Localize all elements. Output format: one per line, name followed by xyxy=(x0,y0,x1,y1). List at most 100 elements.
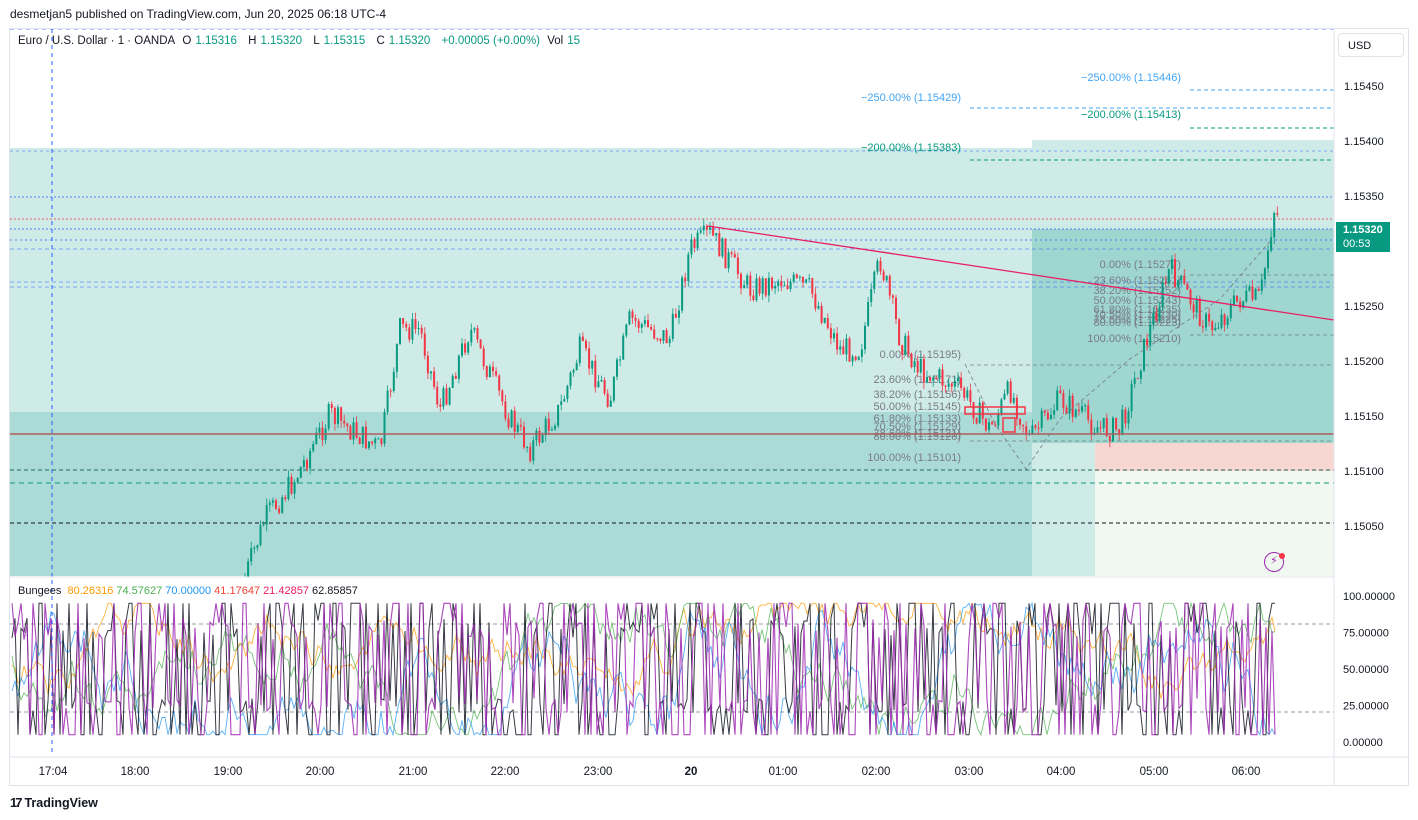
candle-body xyxy=(510,410,513,428)
order-block-box[interactable] xyxy=(964,406,1026,415)
candle-body xyxy=(256,545,259,548)
candle-body xyxy=(854,356,857,360)
candle-body xyxy=(767,277,770,296)
candle-body xyxy=(932,377,935,381)
candle-body xyxy=(780,281,783,286)
candle-body xyxy=(839,346,842,350)
last-price-tag: 1.15320 00:53 xyxy=(1336,222,1390,252)
candle-body xyxy=(414,319,417,329)
candle-body xyxy=(740,274,742,289)
candle-body xyxy=(926,377,928,383)
tradingview-logo[interactable]: 17 TradingView xyxy=(10,795,98,810)
candle-body xyxy=(1127,411,1130,424)
candle-body xyxy=(395,343,398,372)
position-profit-zone xyxy=(1032,229,1334,443)
ohlc-high: H 1.15320 xyxy=(248,35,303,47)
candle-body xyxy=(1053,410,1056,415)
candle-body xyxy=(1263,268,1266,280)
candle-body xyxy=(358,437,361,445)
candle-body xyxy=(898,319,901,346)
oscillator-value: 70.00000 xyxy=(165,585,212,597)
fib-a-level-50: 50.00% (1.15145) xyxy=(874,401,961,413)
oscillator-value: 41.17647 xyxy=(214,585,261,597)
symbol-name[interactable]: Euro / U.S. Dollar · 1 · OANDA xyxy=(18,35,176,47)
candle-body xyxy=(984,418,987,431)
candle-body xyxy=(1090,419,1093,434)
volume: Vol 15 xyxy=(547,35,580,47)
candlestick-series[interactable] xyxy=(244,206,1279,577)
candle-body xyxy=(733,253,736,258)
candle-body xyxy=(309,450,312,469)
position-stop-zone xyxy=(1095,443,1334,471)
candle-body xyxy=(910,353,913,368)
candle-body xyxy=(1177,280,1180,288)
order-block-small-box[interactable] xyxy=(1002,417,1016,433)
candle-body xyxy=(439,404,442,407)
candle-body xyxy=(978,402,981,424)
candle-body xyxy=(374,438,377,444)
trendline[interactable] xyxy=(707,225,1334,321)
price-pane[interactable]: −200.00% (1.15383) −250.00% (1.15429) 0.… xyxy=(10,29,1334,577)
oscillator-name[interactable]: Bungees xyxy=(18,585,62,597)
candle-body xyxy=(975,418,978,424)
candle-body xyxy=(1186,283,1189,290)
candle-body xyxy=(364,426,367,449)
candle-body xyxy=(616,359,618,377)
oscillator-pane[interactable] xyxy=(10,580,1334,756)
candle-body xyxy=(1273,212,1276,238)
candle-body xyxy=(492,366,494,372)
candle-body xyxy=(513,410,516,432)
candle-body xyxy=(963,387,966,398)
candle-body xyxy=(612,376,615,401)
candle-body xyxy=(814,293,817,309)
bar-countdown: 00:53 xyxy=(1343,238,1371,250)
candle-body xyxy=(1084,405,1087,407)
candle-body xyxy=(671,313,674,339)
candle-body xyxy=(699,230,702,233)
publish-info: desmetjan5 published on TradingView.com,… xyxy=(10,7,387,21)
candle-body xyxy=(302,460,305,467)
candle-body xyxy=(957,377,959,382)
candle-body xyxy=(1056,390,1059,411)
candle-body xyxy=(628,311,631,325)
candle-body xyxy=(1099,427,1102,429)
oscillator-legend[interactable]: Bungees 80.26316 74.57627 70.00000 41.17647… xyxy=(18,585,364,597)
candle-body xyxy=(848,338,851,362)
candle-body xyxy=(640,323,643,328)
candle-body xyxy=(681,277,684,311)
candle-body xyxy=(275,500,277,509)
candle-body xyxy=(352,422,355,440)
fib-b-level-23: 23.60% (1.15261) xyxy=(1094,275,1181,287)
candle-body xyxy=(960,377,963,388)
candle-body xyxy=(969,390,972,403)
candle-body xyxy=(250,548,253,562)
candle-body xyxy=(318,427,321,433)
candle-body xyxy=(1245,290,1248,302)
candle-body xyxy=(1143,338,1145,371)
candle-body xyxy=(647,320,649,327)
candle-body xyxy=(408,327,411,340)
candle-body xyxy=(293,482,296,494)
candle-body xyxy=(1205,313,1207,328)
ohlc-close: C 1.15320 xyxy=(376,35,431,47)
oscillator-value: 62.85857 xyxy=(311,585,358,597)
candle-body xyxy=(752,295,755,301)
candle-body xyxy=(1096,427,1099,433)
candle-body xyxy=(1220,314,1223,328)
candle-body xyxy=(1071,395,1074,417)
candle-body xyxy=(690,239,693,255)
candle-body xyxy=(597,381,600,388)
symbol-legend[interactable]: Euro / U.S. Dollar · 1 · OANDA O 1.15316 … xyxy=(18,35,588,47)
candle-body xyxy=(386,390,389,412)
candle-body xyxy=(482,348,485,367)
candle-body xyxy=(560,401,563,405)
candle-body xyxy=(550,429,553,431)
candle-body xyxy=(774,285,777,289)
candle-body xyxy=(1124,409,1127,424)
currency-button[interactable]: USD xyxy=(1338,33,1404,57)
oscillator-value: 21.42857 xyxy=(263,585,309,597)
candle-body xyxy=(805,279,808,283)
candle-body xyxy=(411,319,414,340)
alert-bolt-icon[interactable]: ⚡ xyxy=(1264,552,1284,572)
candle-body xyxy=(702,225,705,231)
